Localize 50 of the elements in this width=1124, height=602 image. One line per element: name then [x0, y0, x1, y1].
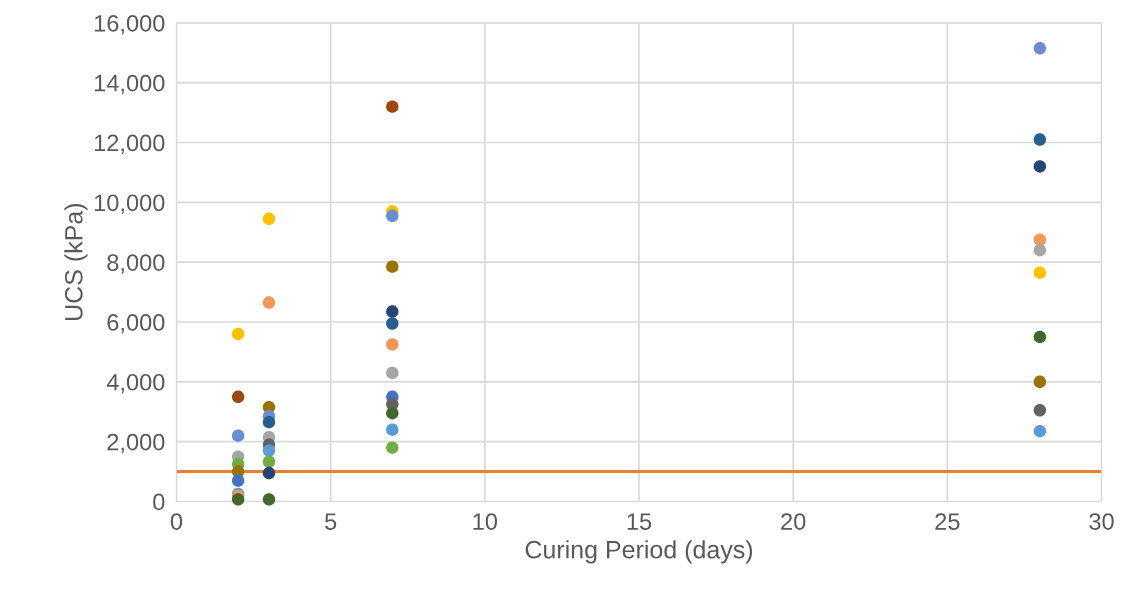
- point: [386, 423, 399, 436]
- point: [386, 100, 399, 113]
- point: [386, 260, 399, 273]
- point: [231, 429, 245, 442]
- x-axis-title: Curing Period (days): [525, 540, 753, 564]
- point: [262, 455, 276, 468]
- x-tick-label: 30: [1089, 513, 1114, 530]
- point: [386, 305, 399, 318]
- point: [231, 390, 245, 403]
- x-tick-label: 5: [325, 513, 337, 530]
- y-tick-label: 10,000: [94, 194, 165, 214]
- point: [1033, 160, 1047, 173]
- point: [231, 493, 245, 506]
- point: [262, 493, 276, 506]
- x-tick-label: 0: [170, 513, 183, 530]
- point: [262, 296, 276, 309]
- y-tick-label: 12,000: [94, 134, 165, 155]
- point: [386, 441, 399, 454]
- point: [231, 474, 245, 487]
- point: [1033, 233, 1047, 246]
- point: [1033, 375, 1047, 389]
- point: [1033, 133, 1047, 146]
- y-tick-label: 0: [153, 493, 165, 511]
- point: [386, 209, 399, 223]
- point: [386, 407, 399, 420]
- point: [1033, 424, 1047, 438]
- x-tick-label: 10: [473, 513, 498, 530]
- x-tick-label: 20: [781, 513, 806, 530]
- y-tick-label: 2,000: [107, 433, 165, 454]
- y-tick-label: 6,000: [107, 314, 165, 334]
- point: [1033, 330, 1047, 344]
- point: [1033, 243, 1047, 257]
- point: [386, 338, 399, 351]
- y-tick-label: 8,000: [107, 254, 165, 274]
- point: [1033, 42, 1047, 55]
- point: [262, 466, 276, 480]
- point: [1033, 404, 1047, 417]
- y-tick-label: 14,000: [94, 74, 165, 95]
- point: [231, 327, 245, 341]
- x-tick-label: 15: [627, 513, 652, 530]
- point: [1033, 266, 1047, 279]
- point: [386, 366, 399, 380]
- point: [386, 317, 399, 330]
- y-tick-label: 16,000: [94, 14, 165, 35]
- point: [262, 212, 276, 226]
- point: [262, 415, 276, 429]
- x-tick-label: 25: [935, 513, 960, 530]
- point: [262, 444, 276, 457]
- y-axis-title: UCS (kPa): [64, 203, 88, 320]
- y-tick-label: 4,000: [106, 373, 165, 394]
